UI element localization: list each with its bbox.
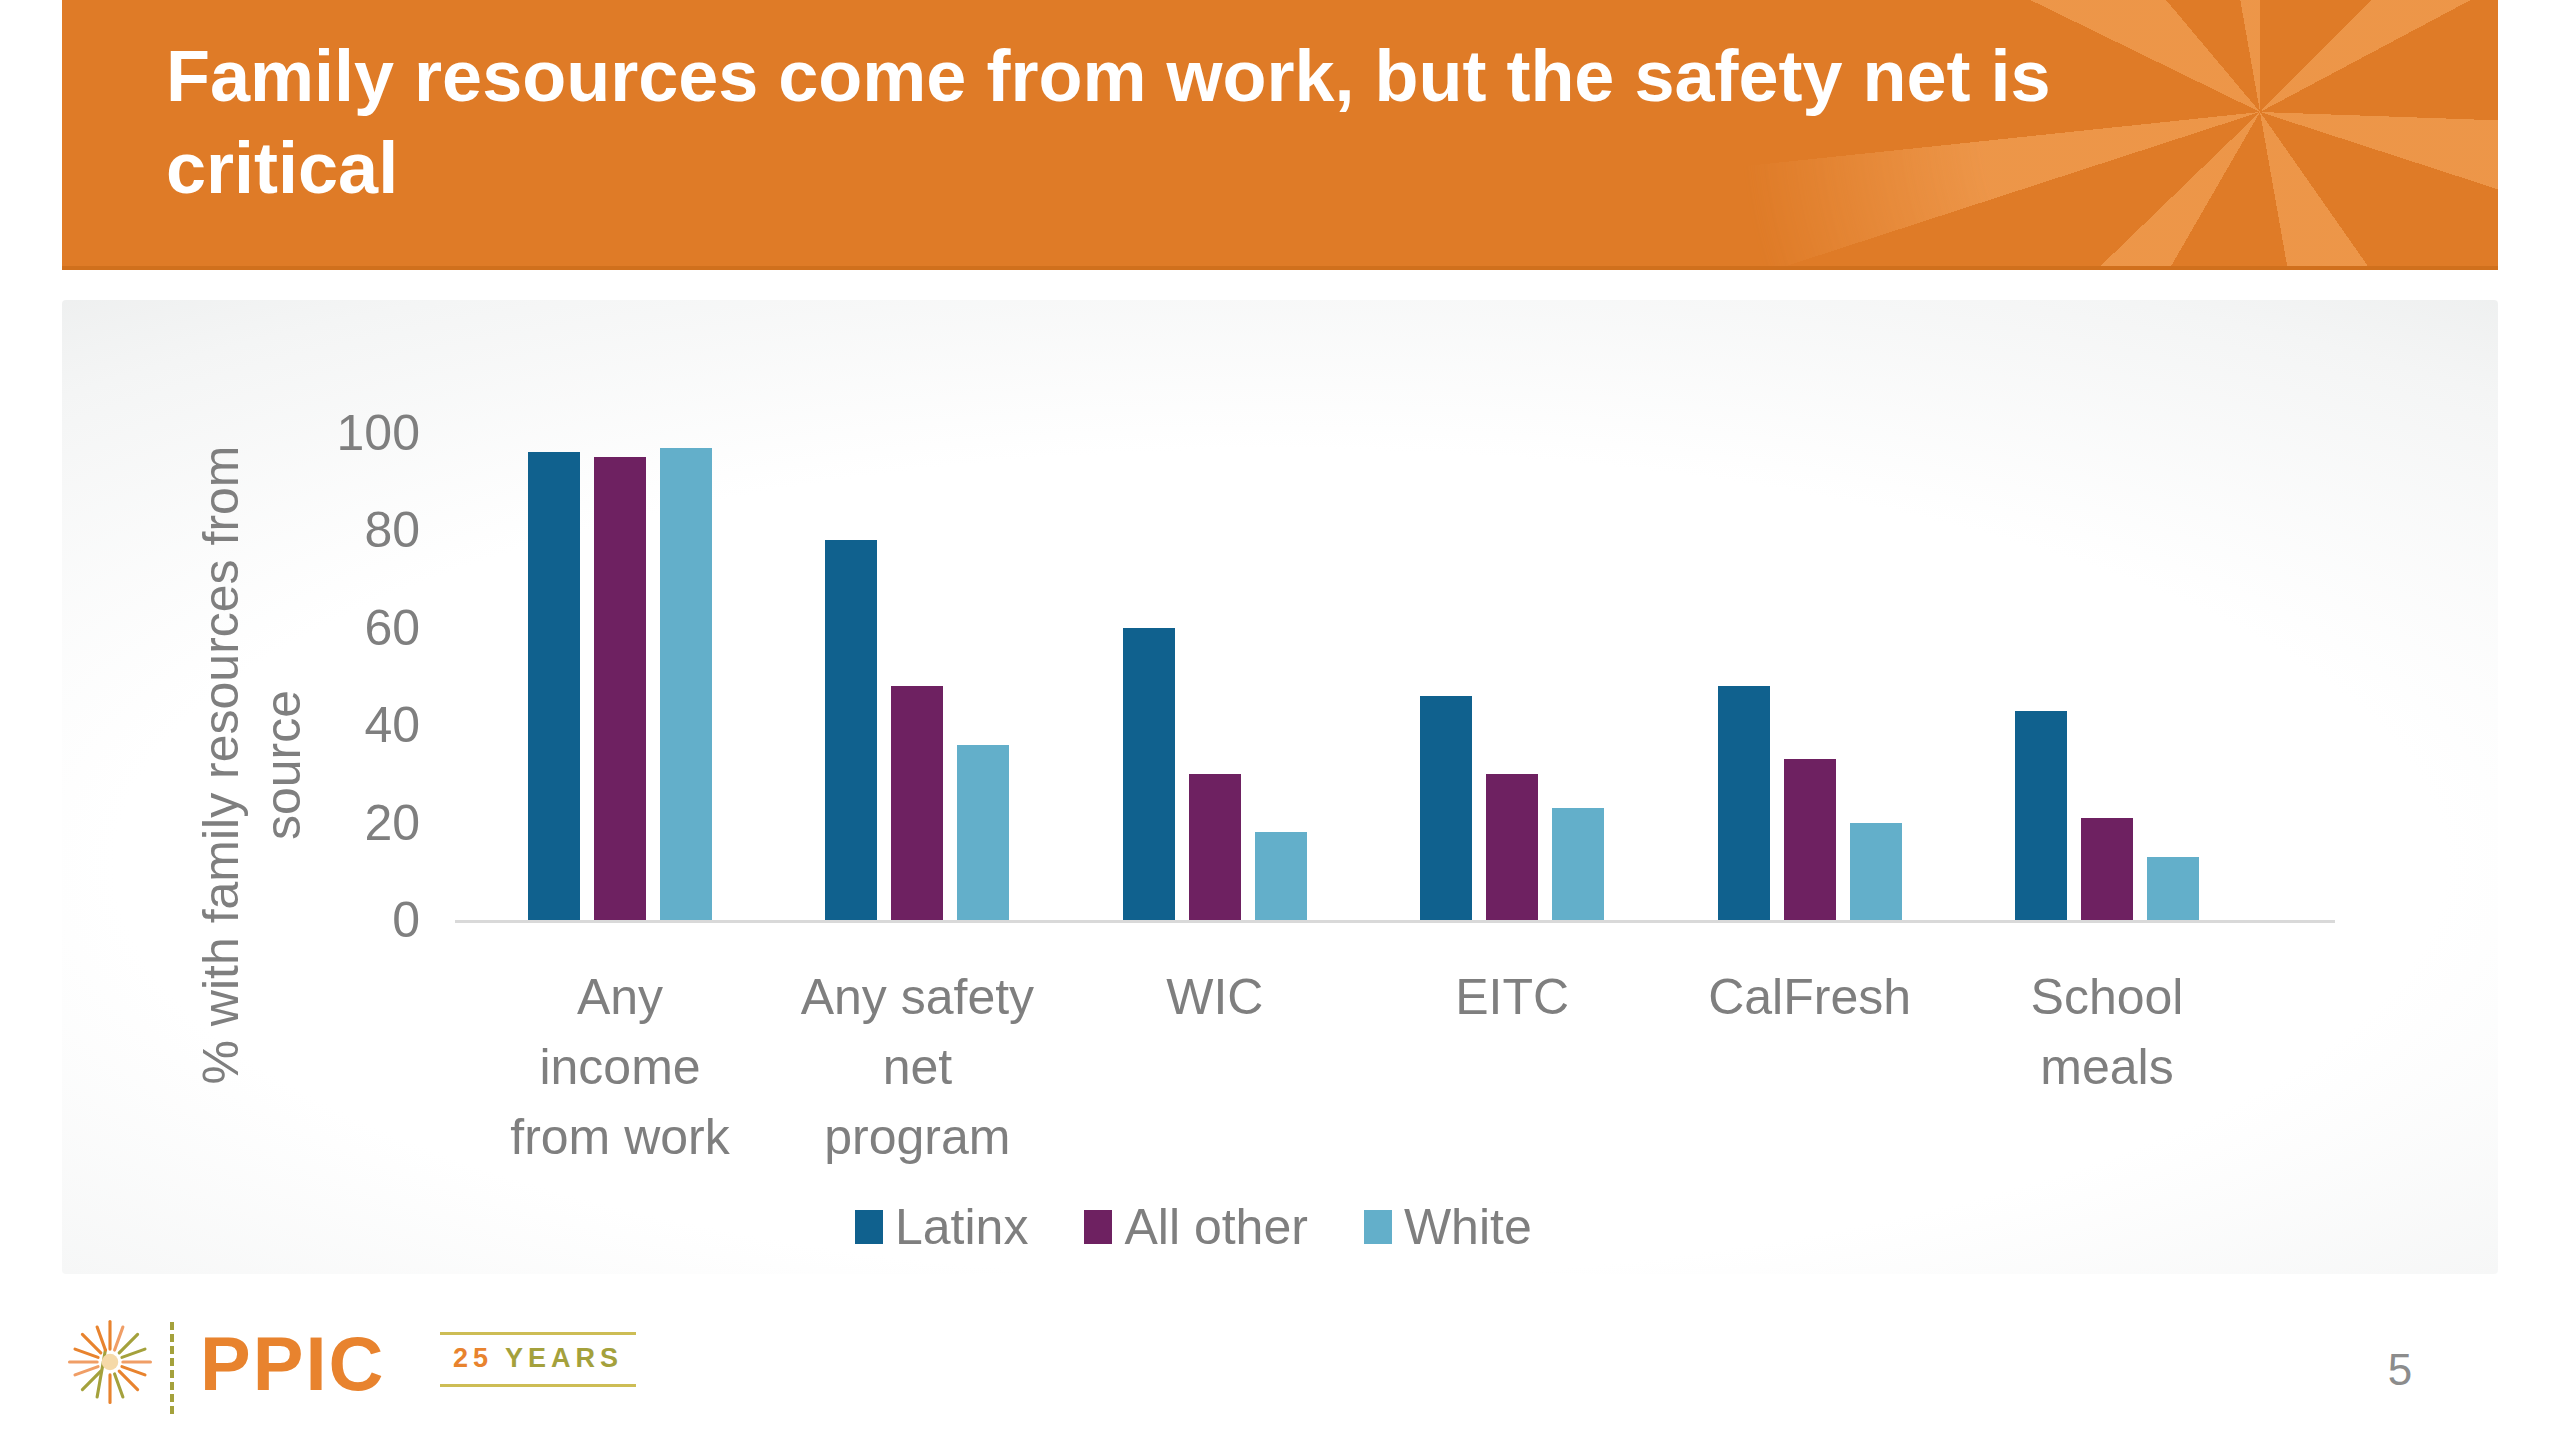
grouped-bar-chart: % with family resources from source 0204… <box>0 0 2560 1440</box>
legend-item: White <box>1364 1199 1532 1255</box>
y-tick-label: 100 <box>270 408 420 458</box>
bar <box>1420 696 1472 920</box>
bar <box>528 452 580 920</box>
y-tick-label: 0 <box>270 895 420 945</box>
legend-label: All other <box>1124 1199 1307 1255</box>
bar <box>1784 759 1836 920</box>
legend-swatch <box>1364 1210 1392 1244</box>
slide: { "slide": { "title": ["Family resources… <box>0 0 2560 1440</box>
ppic-logo-wordmark: PPIC <box>200 1326 385 1402</box>
bar <box>1123 628 1175 920</box>
plot-area: 020406080100 <box>455 433 2335 923</box>
bar <box>957 745 1009 920</box>
bar <box>660 448 712 920</box>
legend-swatch <box>855 1210 883 1244</box>
bar <box>891 686 943 920</box>
legend-item: All other <box>1084 1199 1307 1255</box>
y-tick-label: 60 <box>270 603 420 653</box>
chart-legend: Latinx All other White <box>855 1198 1532 1256</box>
x-category-label: Any safety net program <box>747 962 1087 1172</box>
anniversary-badge: 25 YEARS <box>440 1332 636 1387</box>
y-tick-label: 40 <box>270 700 420 750</box>
bar <box>1850 823 1902 920</box>
bar <box>1486 774 1538 920</box>
x-category-label: CalFresh <box>1640 962 1980 1032</box>
legend-label: White <box>1404 1199 1532 1255</box>
anniversary-label: YEARS <box>505 1343 623 1373</box>
page-number: 5 <box>2360 1346 2440 1394</box>
footer-divider <box>170 1322 174 1414</box>
legend-swatch <box>1084 1210 1112 1244</box>
legend-label: Latinx <box>895 1199 1028 1255</box>
y-axis-title: % with family resources from source <box>190 385 320 1145</box>
x-category-label: WIC <box>1045 962 1385 1032</box>
bar <box>1189 774 1241 920</box>
bar <box>1718 686 1770 920</box>
x-category-label: Any income from work <box>450 962 790 1172</box>
x-category-label: School meals <box>1937 962 2277 1102</box>
bar <box>1552 808 1604 920</box>
ppic-starburst-icon <box>64 1316 156 1408</box>
bar <box>2147 857 2199 920</box>
y-tick-label: 80 <box>270 505 420 555</box>
bar <box>1255 832 1307 920</box>
legend-item: Latinx <box>855 1199 1028 1255</box>
bar <box>2081 818 2133 920</box>
x-category-label: EITC <box>1342 962 1682 1032</box>
bar <box>2015 711 2067 920</box>
bar <box>594 457 646 920</box>
bar <box>825 540 877 920</box>
y-tick-label: 20 <box>270 798 420 848</box>
anniversary-number: 25 <box>453 1343 493 1373</box>
